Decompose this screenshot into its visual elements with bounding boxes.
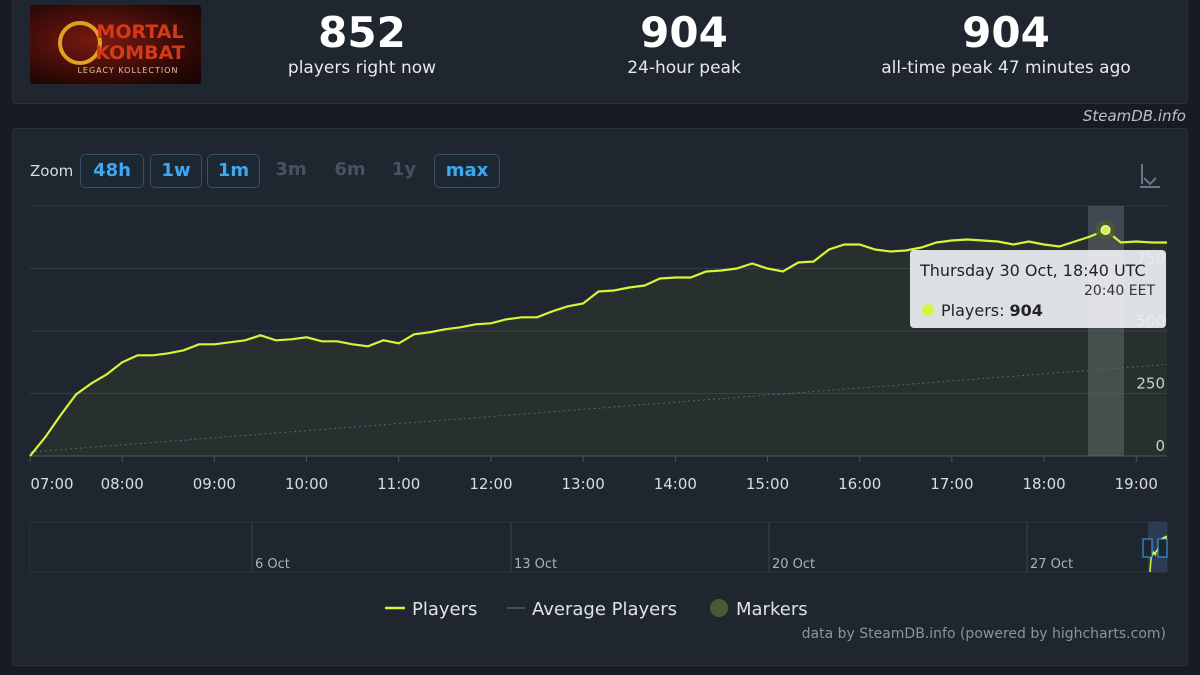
tooltip-swatch xyxy=(922,304,934,316)
stat-label: players right now xyxy=(287,58,437,78)
legend-swatch xyxy=(710,599,728,617)
stat-label: all-time peak 47 minutes ago xyxy=(881,58,1131,78)
source-link[interactable]: SteamDB.info xyxy=(1082,107,1186,125)
zoom-button[interactable]: 48h xyxy=(80,154,144,188)
x-tick-label: 08:00 xyxy=(101,475,144,493)
logo-line2: KOMBAT xyxy=(95,42,185,64)
download-icon[interactable] xyxy=(1140,164,1160,188)
zoom-button[interactable]: 1w xyxy=(150,154,202,188)
x-tick-label: 12:00 xyxy=(469,475,512,493)
x-tick-label: 14:00 xyxy=(654,475,697,493)
line xyxy=(29,363,1168,453)
x-tick-label: 17:00 xyxy=(930,475,973,493)
x-tick-label: 18:00 xyxy=(1022,475,1065,493)
x-tick-label: 07:00 xyxy=(30,475,73,493)
legend-label[interactable]: Average Players xyxy=(532,599,677,620)
chart-panel xyxy=(12,128,1188,666)
zoom-button: 1y xyxy=(391,159,417,180)
logo-ring xyxy=(58,21,102,65)
x-tick-label: 13:00 xyxy=(562,475,605,493)
tooltip-subtitle: 20:40 EET xyxy=(1084,283,1155,299)
stat-label: 24-hour peak xyxy=(627,58,741,78)
x-tick-label: 09:00 xyxy=(193,475,236,493)
stat: 904 all-time peak 47 minutes ago xyxy=(846,8,1166,78)
navigator-handle[interactable] xyxy=(1157,538,1168,558)
tooltip-box xyxy=(910,250,1166,328)
navigator-label: 6 Oct xyxy=(255,557,290,572)
x-tick-label: 11:00 xyxy=(377,475,420,493)
stat-value: 852 xyxy=(318,8,406,57)
navigator-handle[interactable] xyxy=(1142,538,1153,558)
game-logo: MORTAL KOMBAT LEGACY KOLLECTION xyxy=(30,5,201,84)
navigator-label: 13 Oct xyxy=(514,557,557,572)
tooltip-value: 904 xyxy=(1010,301,1043,320)
navigator xyxy=(29,521,1168,573)
logo-art: MORTAL KOMBAT LEGACY KOLLECTION xyxy=(58,21,185,75)
tooltip-title: Thursday 30 Oct, 18:40 UTC xyxy=(919,261,1146,280)
x-tick-label: 19:00 xyxy=(1115,475,1158,493)
area xyxy=(30,230,1167,456)
legend-label[interactable]: Players xyxy=(412,599,477,620)
stat: 904 24-hour peak xyxy=(524,8,844,78)
tooltip-label: Players: xyxy=(941,301,1005,320)
navigator-label: 20 Oct xyxy=(772,557,815,572)
y-tick-label: 0 xyxy=(1155,437,1165,455)
x-tick-label: 15:00 xyxy=(746,475,789,493)
credits[interactable]: data by SteamDB.info (powered by highcha… xyxy=(802,626,1166,642)
zoom-button[interactable]: 1m xyxy=(207,154,260,188)
navigator-label: 27 Oct xyxy=(1030,557,1073,572)
stat: 852 players right now xyxy=(202,8,522,78)
stat-value: 904 xyxy=(962,8,1050,57)
crosshair xyxy=(1088,206,1124,456)
zoom-button: 6m xyxy=(334,159,366,180)
stat-value: 904 xyxy=(640,8,728,57)
x-tick-label: 10:00 xyxy=(285,475,328,493)
y-tick-label: 250 xyxy=(1136,375,1165,393)
x-tick-label: 16:00 xyxy=(838,475,881,493)
logo-line1: MORTAL xyxy=(96,21,183,43)
stats-panel xyxy=(12,0,1188,104)
hover-point xyxy=(1100,225,1111,235)
zoom-label: Zoom xyxy=(30,162,74,180)
logo-line3: LEGACY KOLLECTION xyxy=(77,66,178,75)
zoom-button[interactable]: max xyxy=(434,154,500,188)
tooltip-line: Players: 904 xyxy=(941,301,1043,320)
line xyxy=(29,228,1167,457)
zoom-button: 3m xyxy=(275,159,307,180)
legend-label[interactable]: Markers xyxy=(736,599,808,620)
